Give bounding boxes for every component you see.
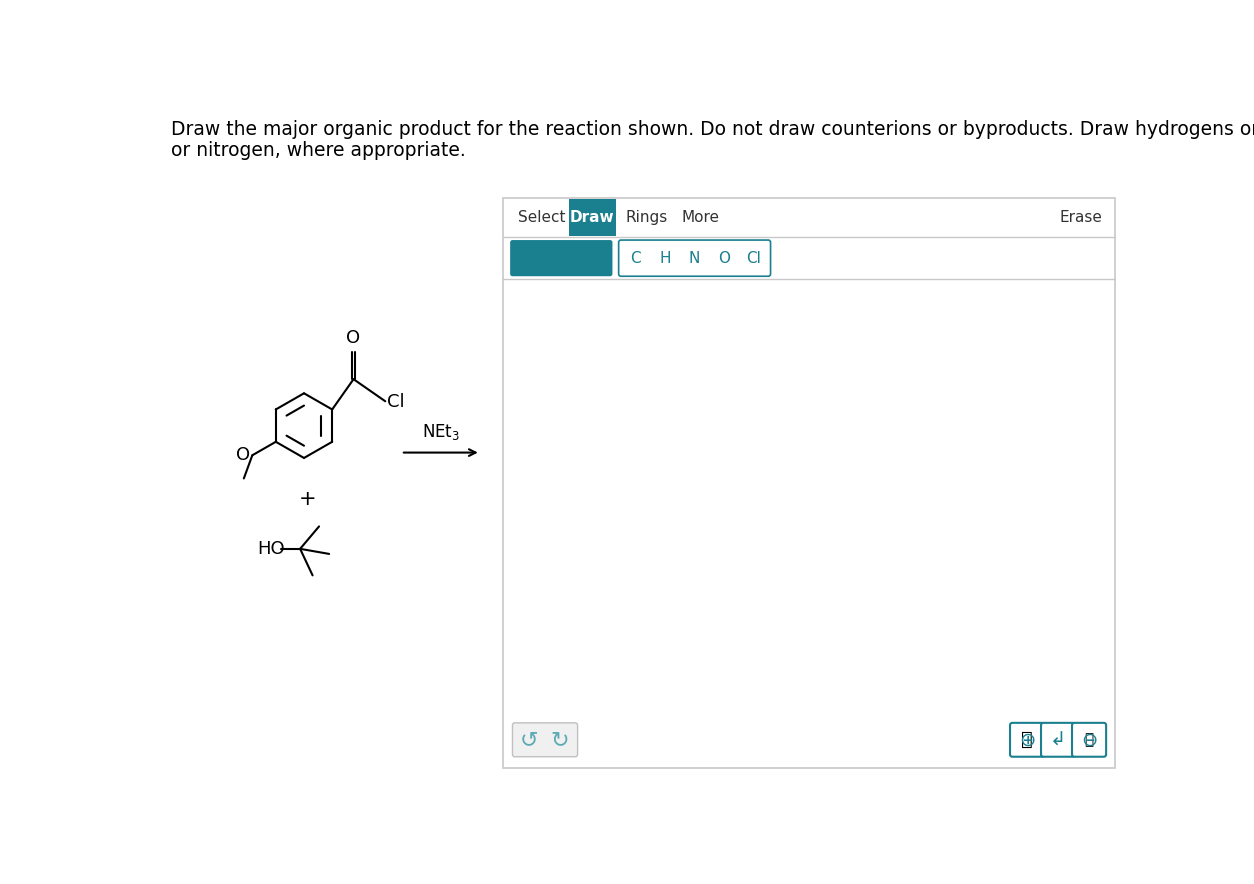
Text: 🔍: 🔍 — [1085, 732, 1093, 747]
FancyBboxPatch shape — [618, 240, 770, 276]
Text: H: H — [660, 251, 671, 266]
Text: Select: Select — [518, 210, 566, 225]
Text: 🔍: 🔍 — [1021, 730, 1033, 750]
FancyBboxPatch shape — [513, 723, 578, 757]
Text: O: O — [346, 329, 361, 347]
Text: Erase: Erase — [1060, 210, 1102, 225]
FancyBboxPatch shape — [503, 199, 1115, 768]
Text: Cl: Cl — [386, 393, 405, 411]
Text: Draw: Draw — [571, 210, 614, 225]
Text: Cl: Cl — [746, 251, 761, 266]
Text: ↻: ↻ — [551, 730, 569, 750]
Text: HO: HO — [257, 540, 285, 558]
Text: More: More — [682, 210, 720, 225]
Text: Draw the major organic product for the reaction shown. Do not draw counterions o: Draw the major organic product for the r… — [171, 120, 1254, 139]
FancyBboxPatch shape — [1041, 723, 1075, 757]
Text: NEt$_3$: NEt$_3$ — [421, 422, 460, 442]
Text: O: O — [719, 251, 730, 266]
FancyBboxPatch shape — [1072, 723, 1106, 757]
Bar — [569, 199, 616, 236]
Text: ↲: ↲ — [1050, 730, 1066, 750]
Text: C: C — [631, 251, 641, 266]
Text: ⊕: ⊕ — [1020, 730, 1036, 750]
Text: N: N — [688, 251, 700, 266]
Text: Rings: Rings — [626, 210, 667, 225]
FancyBboxPatch shape — [510, 240, 612, 276]
Text: +: + — [298, 489, 317, 509]
Text: ↺: ↺ — [520, 730, 539, 750]
FancyBboxPatch shape — [1009, 723, 1045, 757]
Text: O: O — [236, 446, 250, 464]
Text: ⊖: ⊖ — [1081, 730, 1097, 750]
Text: or nitrogen, where appropriate.: or nitrogen, where appropriate. — [171, 141, 465, 161]
